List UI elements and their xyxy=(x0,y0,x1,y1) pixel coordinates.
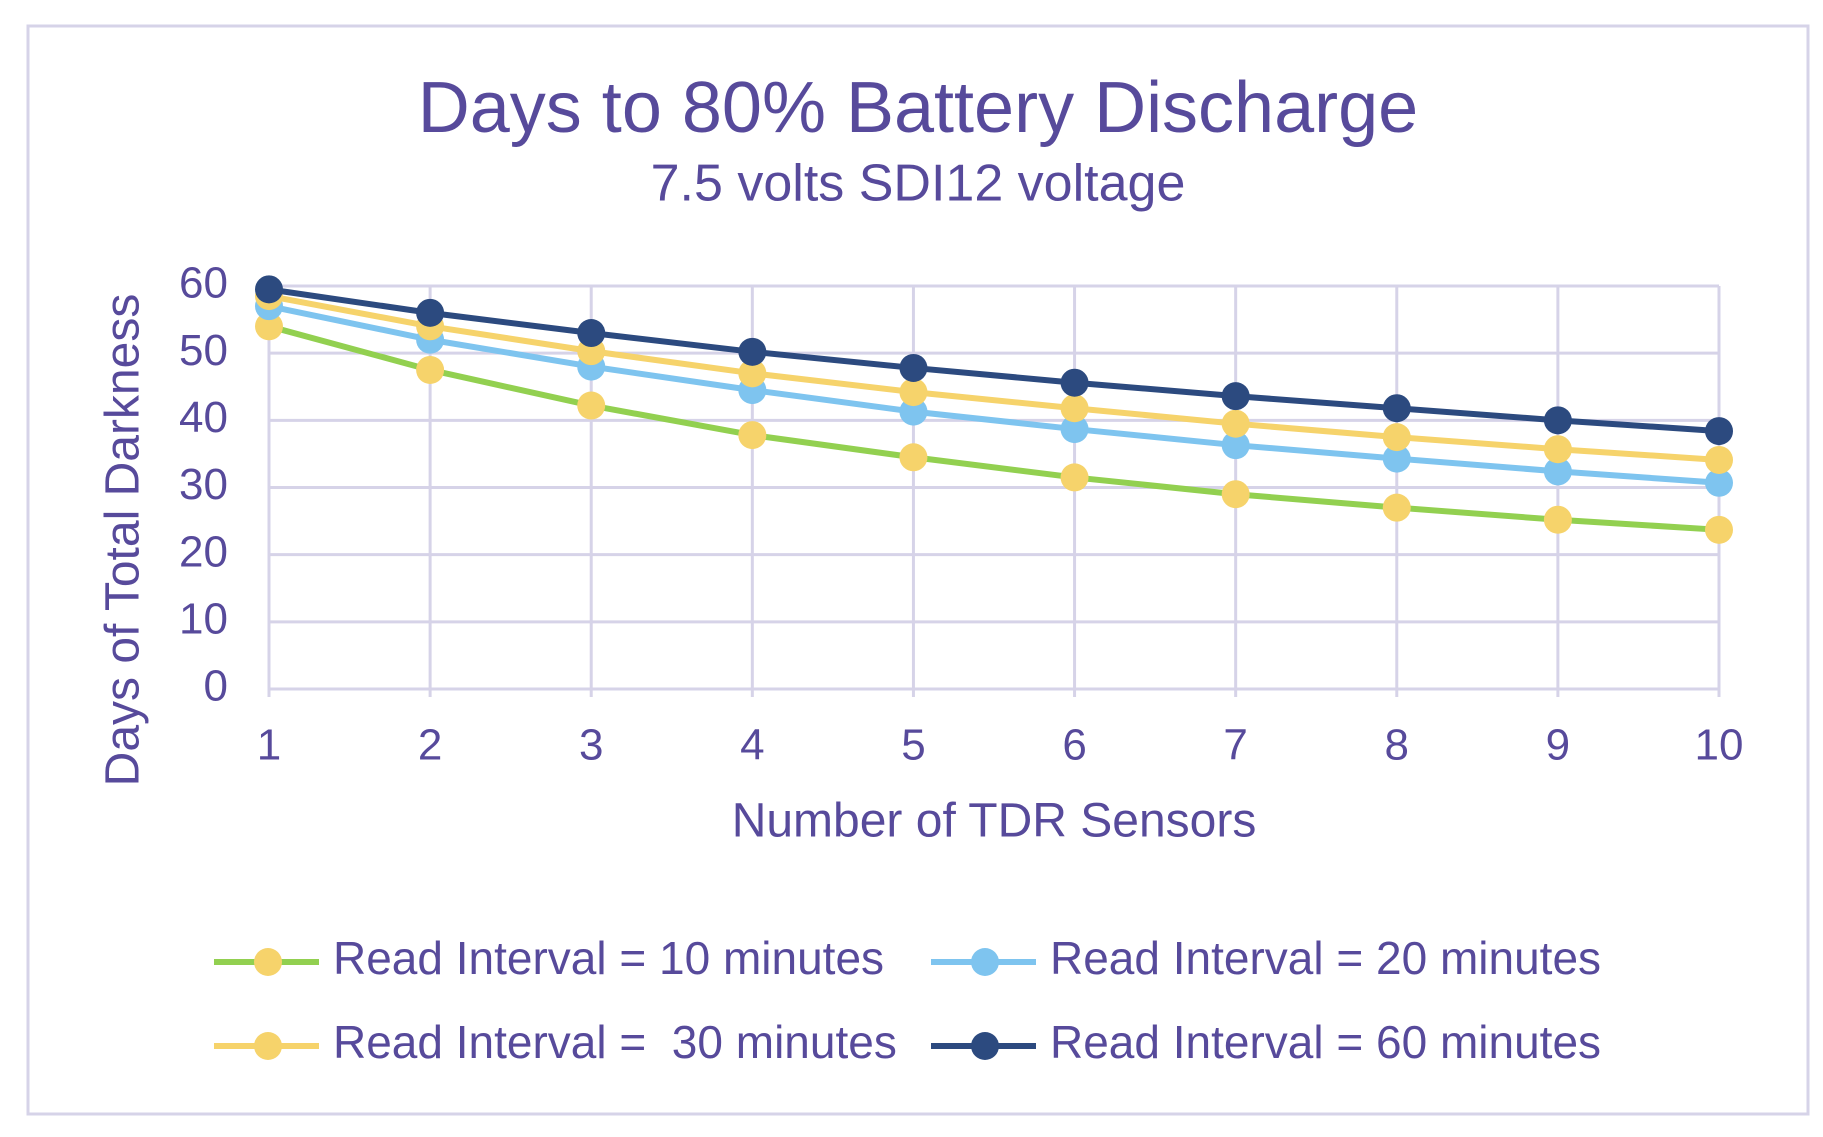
y-tick-label: 10 xyxy=(179,594,228,643)
x-tick-label: 4 xyxy=(740,721,764,770)
data-point xyxy=(1705,468,1733,497)
legend-marker xyxy=(254,948,282,976)
data-point xyxy=(1382,444,1411,473)
y-tick-label: 0 xyxy=(204,662,228,711)
series-line xyxy=(268,286,1720,435)
data-point xyxy=(255,312,283,341)
y-tick-label: 50 xyxy=(179,326,228,375)
data-point xyxy=(255,275,283,304)
x-tick-label: 10 xyxy=(1695,721,1744,770)
data-point xyxy=(1543,406,1572,435)
data-point xyxy=(899,378,928,407)
x-tick-label: 8 xyxy=(1385,721,1409,770)
chart-title: Days to 80% Battery Discharge xyxy=(418,68,1418,148)
chart-border xyxy=(26,24,1810,1116)
data-point xyxy=(899,353,928,382)
y-tick-label: 60 xyxy=(179,259,228,308)
data-point xyxy=(416,298,445,327)
x-tick-label: 2 xyxy=(418,721,442,770)
data-point xyxy=(1705,445,1733,474)
legend-marker xyxy=(971,948,999,976)
legend-marker xyxy=(971,1032,999,1060)
data-point xyxy=(738,359,767,388)
data-point xyxy=(1543,435,1572,464)
y-axis-label: Days of Total Darkness xyxy=(97,294,150,787)
y-tick-label: 40 xyxy=(179,393,228,442)
legend-marker xyxy=(254,1032,282,1060)
data-point xyxy=(1060,368,1089,397)
data-point xyxy=(416,355,445,384)
data-point xyxy=(899,397,928,426)
data-point xyxy=(1543,505,1572,534)
data-point xyxy=(577,319,606,348)
data-point xyxy=(738,337,767,366)
y-tick-label: 30 xyxy=(179,460,228,509)
series-line xyxy=(268,323,1720,533)
series-line xyxy=(268,293,1720,463)
x-tick-label: 7 xyxy=(1223,721,1247,770)
x-tick-label: 9 xyxy=(1546,721,1570,770)
data-point xyxy=(1221,409,1250,438)
x-axis-label: Number of TDR Sensors xyxy=(732,795,1257,848)
legend-label: Read Interval = 30 minutes xyxy=(333,1016,897,1068)
data-point xyxy=(899,443,928,472)
x-tick-label: 5 xyxy=(901,721,925,770)
data-point xyxy=(1382,493,1411,522)
data-point xyxy=(1221,382,1250,411)
data-point xyxy=(1060,394,1089,423)
y-tick-label: 20 xyxy=(179,527,228,576)
data-point xyxy=(1382,394,1411,423)
x-tick-label: 3 xyxy=(579,721,603,770)
chart-subtitle: 7.5 volts SDI12 voltage xyxy=(651,155,1186,213)
data-point xyxy=(1382,423,1411,452)
legend-label: Read Interval = 60 minutes xyxy=(1050,1016,1601,1068)
data-point xyxy=(1060,415,1089,444)
legend-label: Read Interval = 10 minutes xyxy=(333,932,884,984)
x-tick-label: 1 xyxy=(257,721,281,770)
data-point xyxy=(1543,457,1572,486)
data-point xyxy=(1705,515,1733,544)
legend-label: Read Interval = 20 minutes xyxy=(1050,932,1601,984)
data-point xyxy=(1060,463,1089,492)
data-point xyxy=(738,421,767,450)
series-line xyxy=(268,303,1720,486)
data-point xyxy=(1221,431,1250,460)
data-point xyxy=(1221,480,1250,509)
x-tick-label: 6 xyxy=(1062,721,1086,770)
data-point xyxy=(1705,417,1733,446)
data-point xyxy=(577,391,606,420)
